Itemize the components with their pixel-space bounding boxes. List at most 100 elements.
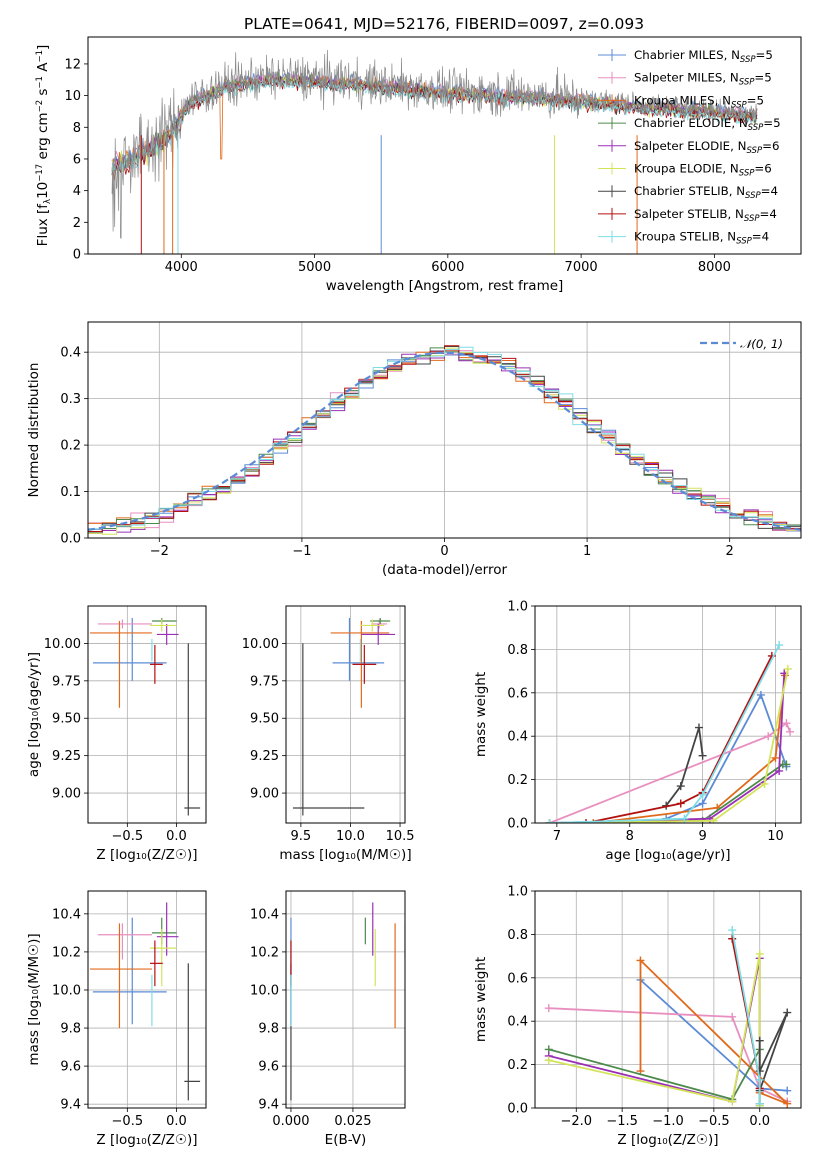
y-tick-label: 0.4 [507,730,528,745]
weight-point-marker [636,956,645,965]
weight-point-marker [782,760,791,769]
y-label-part: −2 [35,100,45,113]
legend-name: Salpeter STELIB, [634,207,735,221]
axes-frame [534,890,802,1109]
weight-point-marker [755,1036,764,1045]
legend-nssp: =4 [759,207,776,221]
weight-point-marker [775,641,784,650]
weight-series-line [593,675,786,823]
axes-frame [534,605,802,824]
legend-entry: Salpeter STELIB, NSSP=4 [634,207,777,224]
weight-point-marker [771,753,780,762]
legend-prefix: N [722,93,731,107]
axes-frame [87,36,802,255]
x-tick-label: −1.5 [606,1114,638,1129]
y-tick-label: 9.00 [250,787,279,802]
y-axis-label: Flux [fλ10−17 erg cm−2 s−1 A−1] [35,45,53,247]
legend-subscript: SSP [739,78,755,88]
y-tick-label: 0.2 [60,439,81,454]
legend-subscript: SSP [744,214,760,224]
weight-series-line [549,668,789,823]
x-tick-label: 9.5 [291,829,312,844]
legend-entry: Salpeter ELODIE, NSSP=6 [634,139,779,156]
legend-name: Salpeter ELODIE, [634,139,738,153]
weight-series-line [548,953,761,1106]
y-tick-label: 0.8 [507,928,528,943]
y-tick-label: 0.2 [507,773,528,788]
y-tick-label: 9.75 [52,674,81,689]
legend-name: Chabrier STELIB, [634,184,736,198]
weight-series-line [758,1012,789,1091]
weight-series-line [548,958,761,1104]
axes-weight-vs-Z: −2.0 −1.5 −1.0 −0.5 0.0 0.0 0.2 0.4 0.6 0.8 1.0 Z [… [473,885,802,1148]
plot-area [111,49,758,254]
y-axis-label: mass weight [473,957,489,1042]
y-axis-label: mass [log₁₀(M/M☉)] [26,933,42,1065]
weight-series-line [665,727,704,807]
y-tick-label: 10 [64,89,81,104]
y-axis-label: age [log₁₀(age/yr)] [26,652,42,777]
histogram-series [88,346,801,538]
legend-prefix: N [739,116,748,130]
weight-point-marker [680,814,689,823]
y-tick-label: 10.2 [250,945,279,960]
plot-area [89,617,201,816]
weight-series-line [585,655,773,823]
y-tick-label: 1.0 [507,600,528,615]
axes-residuals: −2 −1 0 1 2 0.0 0.1 0.2 0.3 0.4 (data-model)/error… [26,321,802,578]
legend-name: Chabrier MILES, [634,48,731,62]
x-tick-label: 10.0 [336,829,365,844]
axes-age-vs-Z: −0.5 0.0 9.00 9.25 9.50 9.75 10.00 Z [log₁₀(Z/Z… [26,605,207,863]
legend-name: Salpeter MILES, [634,71,730,85]
plot-area [88,345,801,538]
weight-series-line [548,1048,761,1106]
weight-point-marker [589,819,598,823]
weight-point-marker [775,766,784,775]
x-tick-label: 0.000 [272,1114,309,1129]
weight-point-marker [783,1086,792,1095]
y-tick-label: 12 [64,57,81,72]
weight-point-marker [544,1004,553,1013]
x-tick-label: −0.5 [112,829,144,844]
y-label-part: 10 [35,182,51,199]
plot-area [292,617,396,816]
axes-frame [87,890,207,1109]
y-tick-label: 9.6 [258,1060,279,1075]
x-tick-label: −0.5 [698,1114,730,1129]
legend-name: Kroupa MILES, [634,93,722,107]
weight-series-line [549,721,791,823]
weight-point-marker [728,934,737,943]
y-tick-label: 9.25 [52,749,81,764]
y-tick-label: 9.8 [258,1022,279,1037]
x-axis-label: mass [log₁₀(M/M☉)] [279,847,411,863]
weight-series-line [549,673,786,823]
y-label-part: Flux [f [35,203,51,247]
axes-mass-vs-Z: −0.5 0.0 9.4 9.6 9.8 10.0 10.2 10.4 Z [log₁₀(Z/Z… [26,890,207,1148]
y-tick-label: 0.0 [507,1102,528,1117]
weight-point-marker [544,1056,553,1065]
x-tick-label: 0.0 [749,1114,770,1129]
weight-point-marker [694,723,703,732]
legend-name: Kroupa ELODIE, [634,162,730,176]
legend-nssp: =5 [747,93,764,107]
x-tick-label: 8000 [698,260,731,275]
weight-point-marker [755,1067,764,1076]
y-tick-label: 2 [73,216,81,231]
weight-point-marker [728,1012,737,1021]
y-tick-label: 9.75 [250,674,279,689]
weight-point-marker [755,1099,764,1108]
weight-point-marker [760,779,769,788]
x-tick-label: 0.0 [166,829,187,844]
y-tick-label: 9.00 [52,787,81,802]
x-axis-label: Z [log₁₀(Z/Z☉)] [96,847,197,863]
x-tick-label: −1 [292,544,311,559]
data-spectrum-line [111,49,758,239]
legend-nssp: =4 [752,230,769,244]
legend-entry: Chabrier STELIB, NSSP=4 [634,184,778,201]
x-tick-label: 0.025 [334,1114,371,1129]
x-tick-label: 10 [767,829,784,844]
legend-nssp: =6 [754,162,771,176]
legend-subscript: SSP [748,123,764,133]
y-axis-label: mass weight [473,672,489,757]
